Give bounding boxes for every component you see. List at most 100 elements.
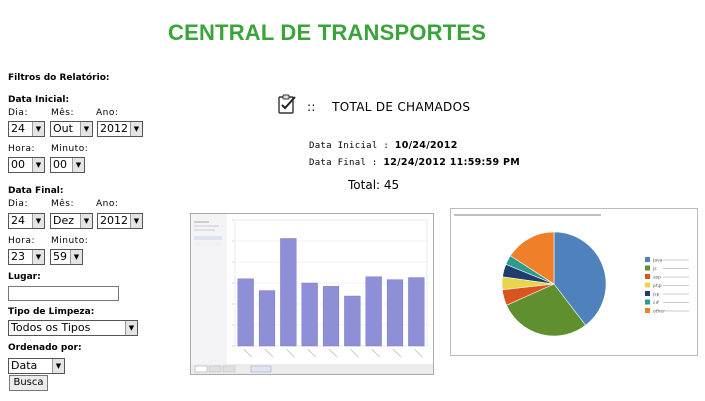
legend-label: other (653, 309, 665, 315)
report-end-date: Data Final : 12/24/2012 11:59:59 PM (309, 157, 520, 168)
chevron-down-icon: ▼ (32, 158, 44, 172)
legend-swatch (645, 257, 650, 262)
cleaning-type-value: Todos os Tipos (11, 321, 91, 334)
pie-slice-java (553, 231, 607, 326)
chevron-down-icon: ▼ (72, 158, 84, 172)
report-title-text: TOTAL DE CHAMADOS (332, 100, 471, 114)
start-hour-select[interactable]: 00 ▼ (8, 157, 45, 173)
end-month-label: Mês: (51, 199, 75, 209)
chart-tab[interactable] (208, 365, 222, 373)
order-by-select[interactable]: Data ▼ (8, 358, 65, 374)
report-title: :: TOTAL DE CHAMADOS (307, 100, 470, 114)
bar-marks (237, 238, 425, 358)
start-month-select[interactable]: Out ▼ (50, 121, 93, 137)
legend-swatch (645, 291, 650, 296)
end-year-label: Ano: (96, 199, 119, 209)
end-day-select[interactable]: 24 ▼ (8, 213, 45, 229)
start-minute-select[interactable]: 00 ▼ (50, 157, 85, 173)
end-date-heading: Data Final: (8, 186, 64, 196)
bar-chart (191, 214, 433, 374)
legend-label: asp (653, 276, 661, 281)
end-month-select[interactable]: Dez ▼ (50, 213, 93, 229)
chart-tab[interactable] (250, 365, 272, 373)
legend-label: js (652, 266, 657, 272)
chevron-down-icon: ▼ (130, 214, 142, 228)
x-tick-label (414, 348, 423, 358)
legend-swatch (645, 282, 650, 288)
report-end-value: 12/24/2012 11:59:59 PM (383, 157, 521, 168)
place-label: Lugar: (8, 272, 41, 282)
x-tick-label (328, 348, 338, 358)
chevron-down-icon: ▼ (32, 122, 44, 136)
bar (258, 290, 276, 347)
chevron-down-icon: ▼ (125, 321, 137, 335)
end-day-label: Dia: (8, 199, 28, 209)
pie-slices (501, 231, 607, 337)
pie-chart-panel: java js asp php jsp c# other (450, 208, 698, 356)
end-hour-value: 23 (11, 250, 25, 263)
start-date-heading: Data Inicial: (8, 95, 70, 105)
report-start-label: Data Inicial : (309, 141, 390, 151)
start-hour-value: 00 (11, 158, 25, 171)
bar-chart-panel (190, 213, 434, 375)
legend-label: c# (653, 300, 659, 306)
start-day-select[interactable]: 24 ▼ (8, 121, 45, 137)
bar (237, 278, 254, 347)
legend-swatch (645, 299, 650, 305)
x-tick-label (264, 348, 274, 358)
cleaning-type-label: Tipo de Limpeza: (8, 307, 95, 317)
bar (280, 238, 297, 347)
chart-tab-strip (191, 364, 433, 374)
chart-tab[interactable] (194, 365, 208, 373)
report-title-prefix: :: (307, 100, 316, 114)
bar (301, 282, 318, 347)
chevron-down-icon: ▼ (32, 214, 44, 228)
filters-heading: Filtros do Relatório: (8, 73, 110, 83)
report-end-label: Data Final : (309, 158, 378, 168)
start-month-value: Out (53, 122, 73, 135)
end-month-value: Dez (53, 214, 75, 227)
pie-chart: java js asp php jsp c# other (454, 214, 689, 337)
legend-entry (194, 242, 222, 246)
chevron-down-icon: ▼ (80, 214, 92, 228)
end-year-value: 2012 (100, 214, 128, 227)
x-tick-label (286, 348, 295, 358)
pie-slice-other (509, 231, 555, 285)
chart-tab[interactable] (222, 365, 236, 373)
cleaning-type-select[interactable]: Todos os Tipos ▼ (8, 320, 138, 336)
order-by-label: Ordenado por: (8, 343, 82, 353)
x-tick-label (243, 348, 252, 358)
legend-swatch (645, 265, 650, 271)
end-day-value: 24 (11, 214, 25, 227)
legend-entry (194, 236, 222, 240)
end-hour-select[interactable]: 23 ▼ (8, 249, 45, 265)
chevron-down-icon: ▼ (32, 250, 44, 264)
chevron-down-icon: ▼ (130, 122, 142, 136)
bar (344, 295, 361, 347)
legend-swatch (645, 274, 650, 279)
start-day-value: 24 (11, 122, 25, 135)
start-year-value: 2012 (100, 122, 128, 135)
start-year-select[interactable]: 2012 ▼ (97, 121, 143, 137)
x-tick-label (371, 348, 380, 358)
legend-swatch (645, 308, 650, 313)
start-year-label: Ano: (96, 108, 119, 118)
search-button[interactable]: Busca (9, 375, 48, 391)
bar (322, 286, 340, 347)
end-minute-select[interactable]: 59 ▼ (50, 249, 83, 265)
end-year-select[interactable]: 2012 ▼ (97, 213, 143, 229)
order-by-value: Data (11, 359, 38, 372)
start-minute-value: 00 (53, 158, 67, 171)
start-hour-label: Hora: (8, 144, 36, 154)
x-tick-label (350, 348, 359, 358)
place-input[interactable] (8, 286, 119, 301)
report-total: Total: 45 (348, 178, 400, 192)
bar (386, 279, 404, 347)
end-minute-value: 59 (53, 250, 67, 263)
x-tick-label (307, 348, 316, 358)
app-title: CENTRAL DE TRANSPORTES (168, 20, 487, 45)
legend-label: java (652, 258, 663, 264)
report-start-value: 10/24/2012 (394, 140, 458, 151)
legend-label: php (653, 283, 662, 289)
end-hour-label: Hora: (8, 236, 36, 246)
